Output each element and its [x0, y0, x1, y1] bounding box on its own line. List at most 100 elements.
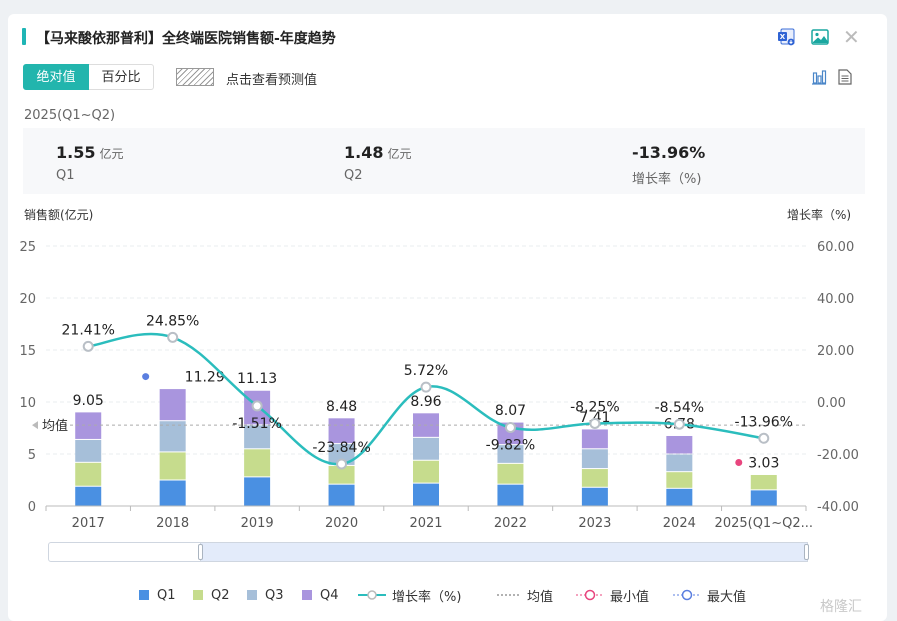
bar-q2-2025 — [750, 474, 777, 490]
growth-point — [758, 432, 770, 444]
absolute-value-toggle[interactable]: 绝对值 — [23, 64, 89, 90]
x-tick-label: 2019 — [241, 516, 274, 531]
y2-tick-label: 40.00 — [817, 292, 854, 307]
bar-q2-2024 — [666, 472, 693, 488]
growth-label: -23.84% — [312, 440, 370, 456]
bar-total-label: 8.48 — [326, 399, 357, 415]
svg-text:X: X — [780, 33, 786, 41]
y2-tick-label: 20.00 — [817, 344, 854, 359]
y-tick-label: 20 — [19, 292, 36, 307]
excel-export-icon[interactable]: X — [778, 28, 796, 46]
growth-label: 24.85% — [146, 313, 199, 329]
bar-q2-2017 — [75, 462, 102, 486]
average-pointer — [32, 421, 38, 430]
bar-total-label: 8.96 — [410, 394, 441, 410]
legend-item-max[interactable]: 最大值 — [673, 586, 746, 605]
legend-max-marker-icon — [673, 589, 701, 601]
bar-q2-2023 — [581, 469, 608, 487]
legend-item-q2[interactable]: Q2 — [193, 586, 230, 604]
bar-q3-2020 — [328, 444, 355, 465]
bar-chart-icon[interactable] — [811, 69, 827, 85]
growth-point — [420, 381, 432, 393]
legend-label-min: 最小值 — [610, 589, 650, 605]
growth-point — [504, 422, 516, 434]
legend-dash-avg-icon — [497, 594, 521, 596]
kpi-q2-unit: 亿元 — [387, 147, 412, 161]
growth-label: -8.25% — [570, 399, 620, 415]
growth-label: -1.51% — [232, 416, 282, 432]
growth-label: 5.72% — [404, 363, 448, 379]
y-axis-title: 销售额(亿元) — [24, 208, 94, 222]
bar-total-label: 3.03 — [748, 455, 779, 471]
bar-q3-2021 — [413, 437, 439, 460]
legend-min-marker-icon — [576, 589, 604, 601]
bar-q1-2025 — [750, 490, 777, 506]
growth-label: -13.96% — [735, 414, 793, 430]
y2-tick-label: 60.00 — [817, 240, 854, 255]
bar-q2-2019 — [244, 449, 271, 477]
legend-swatch-q4 — [302, 590, 312, 600]
legend-item-q1[interactable]: Q1 — [139, 586, 176, 604]
x-tick-label: 2023 — [578, 516, 611, 531]
kpi-growth-value: -13.96% — [632, 143, 706, 162]
y2-tick-label: -20.00 — [817, 448, 859, 463]
legend-swatch-q3 — [247, 590, 257, 600]
kpi-q1: 1.55 亿元 Q1 — [56, 143, 124, 183]
bar-q2-2021 — [413, 460, 439, 483]
bar-q3-2017 — [75, 439, 102, 462]
sales-growth-chart: 0 5 10 15 20 25 -40.00 -20.00 0.00 20.00 40.00 60.0… — [19, 240, 859, 531]
legend-swatch-q1 — [139, 590, 149, 600]
bar-q1-2022 — [497, 484, 524, 506]
y-tick-label: 0 — [28, 500, 36, 515]
growth-label: 21.41% — [62, 322, 115, 338]
watermark-logo: 格隆汇 — [820, 599, 862, 615]
kpi-q1-value: 1.55 — [56, 143, 96, 162]
kpi-q1-label: Q1 — [56, 168, 75, 183]
kpi-q2-label: Q2 — [344, 168, 363, 183]
kpi-q1-unit: 亿元 — [99, 147, 124, 161]
legend-item-min[interactable]: 最小值 — [576, 586, 650, 605]
legend-item-avg[interactable]: 均值 — [497, 586, 553, 605]
percentage-toggle[interactable]: 百分比 — [89, 64, 154, 90]
legend-item-q4[interactable]: Q4 — [302, 586, 339, 604]
period-label: 2025(Q1~Q2) — [24, 108, 116, 123]
title-accent-bar — [22, 28, 26, 45]
legend-item-q3[interactable]: Q3 — [247, 586, 284, 604]
bar-q1-2023 — [581, 487, 608, 506]
bar-q2-2018 — [159, 452, 186, 480]
zoom-slider-right-handle[interactable] — [804, 544, 809, 560]
forecast-toggle-label[interactable]: 点击查看预测值 — [226, 73, 318, 88]
kpi-q2-value: 1.48 — [344, 143, 384, 162]
x-tick-label: 2018 — [156, 516, 189, 531]
bar-q3-2023 — [581, 449, 608, 469]
legend-label-q3: Q3 — [265, 587, 284, 603]
x-tick-label: 2022 — [494, 516, 527, 531]
growth-point — [82, 340, 94, 352]
legend-label-q2: Q2 — [211, 587, 230, 603]
bar-q2-2022 — [497, 463, 524, 484]
bar-q4-2017 — [75, 412, 102, 439]
image-export-icon[interactable] — [811, 29, 829, 45]
x-tick-label: 2024 — [663, 516, 696, 531]
kpi-summary-box — [23, 128, 865, 194]
bar-q4-2024 — [666, 435, 693, 454]
bar-q4-2023 — [581, 429, 608, 449]
forecast-hatch-swatch[interactable] — [176, 68, 214, 86]
x-tick-label: 2017 — [72, 516, 105, 531]
close-icon[interactable]: ✕ — [843, 25, 860, 49]
bar-q3-2018 — [159, 421, 186, 452]
zoom-slider-left-handle[interactable] — [198, 544, 203, 560]
bar-q2-2020 — [328, 465, 355, 484]
y2-tick-label: -40.00 — [817, 500, 859, 515]
document-icon[interactable] — [838, 69, 852, 85]
bar-q1-2024 — [666, 488, 693, 506]
zoom-slider-range[interactable] — [200, 542, 808, 562]
kpi-growth: -13.96% 增长率（%) — [632, 143, 705, 187]
legend-item-growth[interactable]: 增长率（%) — [358, 586, 461, 605]
bar-q1-2018 — [159, 480, 186, 506]
y-tick-label: 5 — [28, 448, 36, 463]
chart-title: 【马来酸依那普利】全终端医院销售额-年度趋势 — [36, 31, 336, 47]
bar-q4-2020 — [328, 418, 355, 444]
min-value-marker — [735, 458, 743, 466]
bar-total-label: 7.41 — [579, 410, 610, 426]
